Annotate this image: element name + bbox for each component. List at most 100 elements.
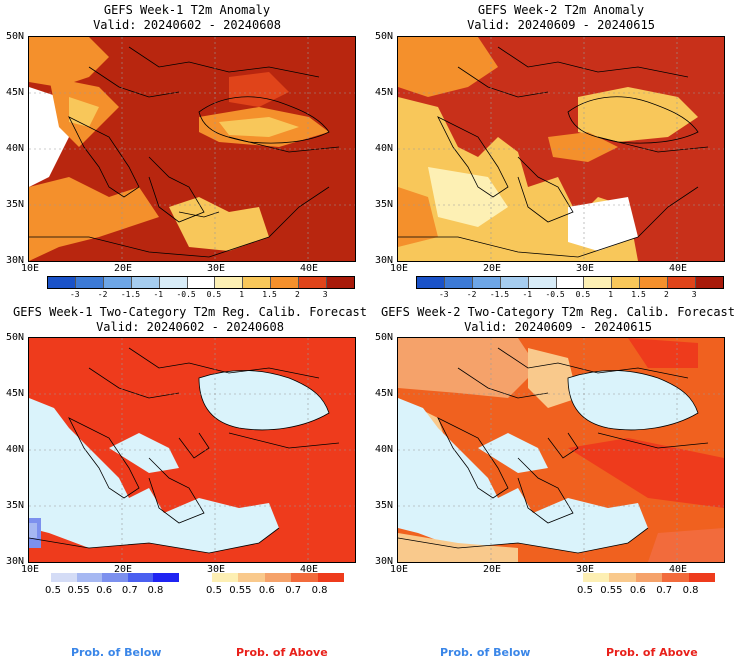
colorbar-swatch [662, 573, 689, 582]
lat-label: 30N [6, 556, 25, 567]
colorbar-tick-label: 0.7 [121, 585, 138, 596]
lat-label: 50N [6, 332, 25, 343]
colorbar-swatch [609, 573, 636, 582]
lat-label: 35N [375, 500, 394, 511]
colorbar-tick-label: -0.5 [545, 290, 565, 299]
lon-label: 20E [483, 263, 502, 274]
lat-label: 30N [6, 255, 25, 266]
colorbar-swatch [48, 277, 76, 288]
colorbar-swatch [299, 277, 328, 288]
lon-label: 30E [207, 263, 226, 274]
colorbar-swatch [103, 277, 132, 288]
lon-label: 40E [669, 263, 688, 274]
lon-label: 10E [390, 263, 409, 274]
lat-label: 45N [375, 388, 394, 399]
colorbar-tick-label: 1 [608, 290, 614, 299]
colorbar-tick-label: 0.5 [575, 290, 591, 299]
colorbar-tick-label: 0.5 [206, 290, 222, 299]
colorbar-tick-label: 0.7 [285, 585, 302, 596]
anomaly-map [397, 36, 725, 262]
colorbar-swatch [51, 573, 77, 582]
lat-label: 30N [375, 255, 394, 266]
colorbar-swatch [127, 573, 154, 582]
colorbar-swatch [696, 277, 723, 288]
lon-label: 10E [390, 564, 409, 575]
panel-valid-dates: Valid: 20240602 - 20240608 [93, 18, 281, 32]
lat-label: 50N [6, 31, 25, 42]
colorbar-tick-label: 0.6 [629, 585, 646, 596]
colorbar-tick-label: 0.55 [600, 585, 623, 596]
lon-label: 10E [21, 263, 40, 274]
colorbar-swatch [264, 573, 292, 582]
colorbar-tick-label: 1 [239, 290, 245, 299]
footer-prob-below: Prob. of Below [71, 646, 162, 659]
lon-label: 30E [576, 263, 595, 274]
colorbar-swatch [291, 573, 318, 582]
probability-map [28, 337, 356, 563]
colorbar-swatch [584, 277, 613, 288]
colorbar-swatch [668, 277, 697, 288]
colorbar-tick-label: -0.5 [176, 290, 196, 299]
colorbar-swatch [187, 277, 216, 288]
colorbar-tick-label: 3 [322, 290, 328, 299]
colorbar-tick-label: 0.7 [656, 585, 673, 596]
anomaly-map [28, 36, 356, 262]
colorbar-swatch [635, 573, 663, 582]
colorbar-swatch [153, 573, 179, 582]
lon-label: 30E [576, 564, 595, 575]
lat-label: 40N [6, 444, 25, 455]
lon-label: 40E [300, 263, 319, 274]
colorbar-swatch [131, 277, 160, 288]
lon-label: 30E [207, 564, 226, 575]
colorbar-tick-label: 2 [294, 290, 300, 299]
colorbar-tick-label: 2 [663, 290, 669, 299]
colorbar-swatch [212, 573, 239, 582]
colorbar-swatch [528, 277, 557, 288]
colorbar-swatch [75, 277, 104, 288]
colorbar-swatch [556, 277, 585, 288]
colorbar-swatch [243, 277, 272, 288]
footer-prob-above: Prob. of Above [606, 646, 698, 659]
colorbar-tick-label: 0.8 [147, 585, 164, 596]
colorbar-tick-label: 0.5 [206, 585, 222, 596]
colorbar-tick-label: 3 [691, 290, 697, 299]
anomaly-colorbar [47, 276, 355, 289]
colorbar-tick-label: 0.6 [258, 585, 275, 596]
colorbar-tick-label: -1.5 [120, 290, 141, 299]
colorbar-tick-label: 0.6 [96, 585, 113, 596]
lat-label: 50N [375, 31, 394, 42]
colorbar-swatch [159, 277, 188, 288]
colorbar-tick-label: 1.5 [631, 290, 646, 299]
probability-map [397, 337, 725, 563]
colorbar-swatch [472, 277, 501, 288]
lat-label: 50N [375, 332, 394, 343]
lat-label: 35N [375, 199, 394, 210]
colorbar-swatch [238, 573, 265, 582]
panel-valid-dates: Valid: 20240609 - 20240615 [467, 18, 655, 32]
colorbar-swatch [417, 277, 445, 288]
colorbar-tick-label: 0.5 [577, 585, 593, 596]
lat-label: 40N [375, 143, 394, 154]
colorbar-swatch [583, 573, 610, 582]
footer-prob-above: Prob. of Above [236, 646, 328, 659]
panel-valid-dates: Valid: 20240609 - 20240615 [464, 320, 652, 334]
colorbar-swatch [444, 277, 473, 288]
lat-label: 35N [6, 500, 25, 511]
panel-title: GEFS Week-1 T2m Anomaly [103, 3, 271, 17]
lon-label: 40E [300, 564, 319, 575]
lat-label: 45N [6, 87, 25, 98]
colorbar-swatch [640, 277, 669, 288]
colorbar-tick-label: -3 [438, 290, 449, 299]
footer-prob-below: Prob. of Below [440, 646, 531, 659]
colorbar-swatch [327, 277, 354, 288]
lat-label: 45N [6, 388, 25, 399]
colorbar-swatch [215, 277, 244, 288]
colorbar-swatch [688, 573, 715, 582]
colorbar-tick-label: 0.55 [229, 585, 252, 596]
colorbar-tick-label: -1 [153, 290, 164, 299]
prob-above-colorbar [212, 573, 344, 582]
lat-label: 35N [6, 199, 25, 210]
panel-title: GEFS Week-2 T2m Anomaly [477, 3, 645, 17]
lat-label: 40N [375, 444, 394, 455]
lon-label: 10E [21, 564, 40, 575]
